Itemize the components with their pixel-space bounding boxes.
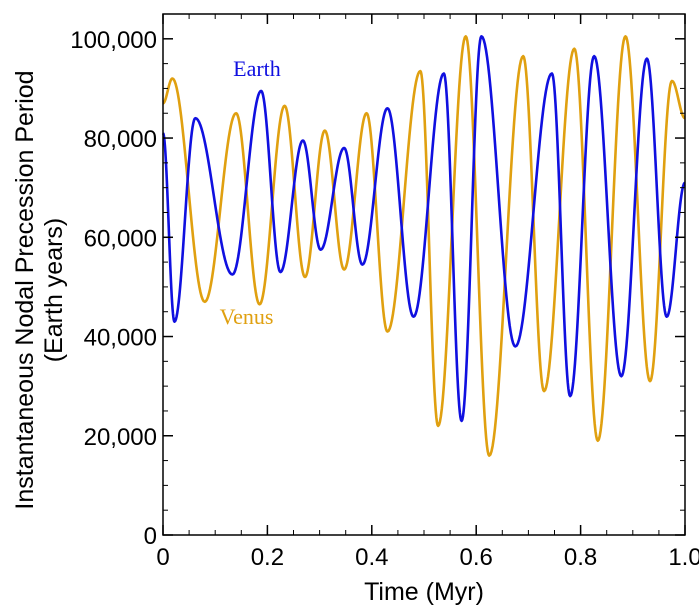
y-tick-label: 20,000 (84, 424, 157, 451)
series-label-venus: Venus (220, 304, 274, 329)
y-tick-label: 0 (144, 523, 157, 550)
x-tick-label: 0.6 (460, 544, 493, 571)
y-tick-label: 100,000 (70, 27, 157, 54)
x-tick-label: 0.8 (564, 544, 597, 571)
ticks-layer (162, 14, 686, 536)
series-line-venus (162, 35, 686, 457)
x-tick-label: 0.4 (355, 544, 388, 571)
tick-labels-layer: 0 0.2 0.4 0.6 0.8 1.0 0 20,000 40,000 60,000 80,00… (70, 27, 699, 571)
x-tick-label: 0 (156, 544, 169, 571)
x-tick-label: 0.2 (251, 544, 284, 571)
y-axis-title-line-2: (Earth years) (40, 218, 68, 362)
y-tick-label: 60,000 (84, 225, 157, 252)
x-axis-title: Time (Myr) (364, 578, 484, 606)
y-tick-label: 40,000 (84, 325, 157, 352)
series-label-earth: Earth (233, 56, 281, 81)
x-tick-label: 1.0 (668, 544, 699, 571)
y-axis-title-line-1: Instantaneous Nodal Precession Period (11, 70, 39, 509)
y-tick-label: 80,000 (84, 126, 157, 153)
series-line-earth (161, 35, 686, 423)
series-layer (161, 35, 686, 457)
annotations-layer: Earth Venus (220, 56, 281, 329)
